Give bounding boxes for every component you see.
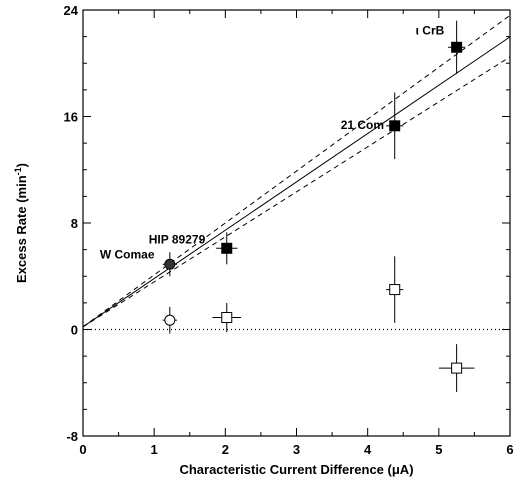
fit-line-dashed-2 [82, 56, 511, 328]
y-axis-title: Excess Rate (min-1) [13, 163, 29, 283]
x-tick-label: 4 [364, 442, 372, 457]
y-axis-title-main: Excess Rate (min [14, 175, 29, 283]
x-tick-label: 5 [435, 442, 442, 457]
x-tick-label: 1 [151, 442, 158, 457]
x-tick-label: 3 [293, 442, 300, 457]
x-tick-label: 0 [79, 442, 86, 457]
data-point-open-square-2 [438, 344, 475, 393]
plot-frame [82, 9, 511, 437]
y-tick-label: 16 [64, 110, 78, 125]
data-point-filled-circle-0 [162, 252, 177, 277]
fit-line-solid-0 [82, 36, 511, 328]
annotation-label: ι CrB [416, 23, 445, 37]
fit-line-dashed-1 [82, 14, 511, 328]
x-tick-label: 6 [506, 442, 513, 457]
annotation-label: 21 Com [341, 118, 384, 132]
data-point-filled-square-0 [216, 232, 238, 265]
y-axis-title-sup: -1 [13, 167, 23, 175]
fit-lines [82, 14, 511, 328]
y-tick-label: 24 [64, 3, 79, 18]
marker-circle [164, 258, 176, 270]
x-tick-label: 2 [222, 442, 229, 457]
annotation-label: W Comae [100, 247, 155, 261]
y-tick-label: 8 [71, 216, 78, 231]
marker-square [389, 120, 401, 132]
marker-square [221, 242, 233, 254]
marker-circle [164, 314, 176, 326]
y-tick-label: -8 [66, 429, 78, 444]
data-points [162, 20, 475, 393]
x-axis-title: Characteristic Current Difference (μA) [179, 462, 413, 477]
marker-square [451, 41, 463, 53]
y-axis-title-tail: ) [14, 163, 29, 167]
data-point-filled-square-2 [448, 20, 466, 74]
marker-square [451, 362, 463, 374]
data-point-open-square-1 [386, 256, 404, 323]
y-tick-label: 0 [71, 323, 78, 338]
marker-square [221, 312, 233, 324]
marker-square [389, 284, 401, 296]
data-point-open-square-0 [212, 302, 241, 333]
data-point-filled-square-1 [386, 92, 404, 160]
axis-ticks [82, 9, 511, 437]
data-point-open-circle-0 [162, 306, 177, 334]
annotation-label: HIP 89279 [149, 232, 206, 246]
